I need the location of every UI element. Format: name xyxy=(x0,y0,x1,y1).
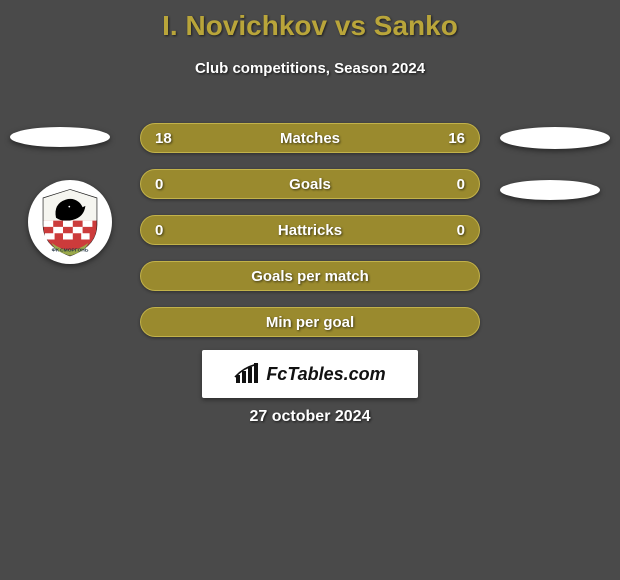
comparison-title: I. Novichkov vs Sanko xyxy=(0,0,620,42)
svg-text:ФК СМОРГОНЬ: ФК СМОРГОНЬ xyxy=(52,247,89,253)
player-right-badge-placeholder-1 xyxy=(500,127,610,149)
stat-left-value: 0 xyxy=(155,176,163,193)
stat-label: Matches xyxy=(141,130,479,147)
fctables-label: FcTables.com xyxy=(266,364,385,385)
comparison-subtitle: Club competitions, Season 2024 xyxy=(0,60,620,77)
bar-chart-icon xyxy=(234,363,260,385)
stat-right-value: 0 xyxy=(457,222,465,239)
stat-label: Min per goal xyxy=(141,314,479,331)
stat-row-min-per-goal: Min per goal xyxy=(140,307,480,337)
player-left-club-crest: ФК СМОРГОНЬ xyxy=(28,180,112,264)
stat-row-goals: 0 Goals 0 xyxy=(140,169,480,199)
club-crest-icon: ФК СМОРГОНЬ xyxy=(35,187,105,257)
player-left-badge-placeholder xyxy=(10,127,110,147)
stat-left-value: 0 xyxy=(155,222,163,239)
stat-right-value: 0 xyxy=(457,176,465,193)
stat-row-goals-per-match: Goals per match xyxy=(140,261,480,291)
stat-row-hattricks: 0 Hattricks 0 xyxy=(140,215,480,245)
stat-right-value: 16 xyxy=(448,130,465,147)
fctables-link[interactable]: FcTables.com xyxy=(202,350,418,398)
player-right-badge-placeholder-2 xyxy=(500,180,600,200)
stat-label: Hattricks xyxy=(141,222,479,239)
stat-label: Goals xyxy=(141,176,479,193)
stat-left-value: 18 xyxy=(155,130,172,147)
stat-row-matches: 18 Matches 16 xyxy=(140,123,480,153)
date-label: 27 october 2024 xyxy=(0,408,620,426)
stat-label: Goals per match xyxy=(141,268,479,285)
